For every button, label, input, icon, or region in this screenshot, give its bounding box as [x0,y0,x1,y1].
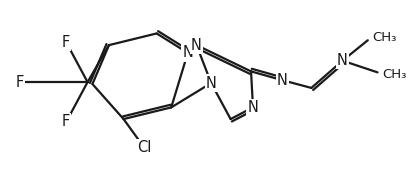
Text: N: N [337,53,348,68]
Text: N: N [191,38,202,53]
Text: Cl: Cl [137,140,151,155]
Text: F: F [62,115,70,129]
Text: CH₃: CH₃ [373,31,397,44]
Text: CH₃: CH₃ [382,68,407,81]
Text: N: N [247,100,258,115]
Text: N: N [182,45,193,60]
Text: N: N [206,76,217,91]
Text: N: N [277,73,288,88]
Text: F: F [62,35,70,50]
Text: F: F [15,75,24,90]
